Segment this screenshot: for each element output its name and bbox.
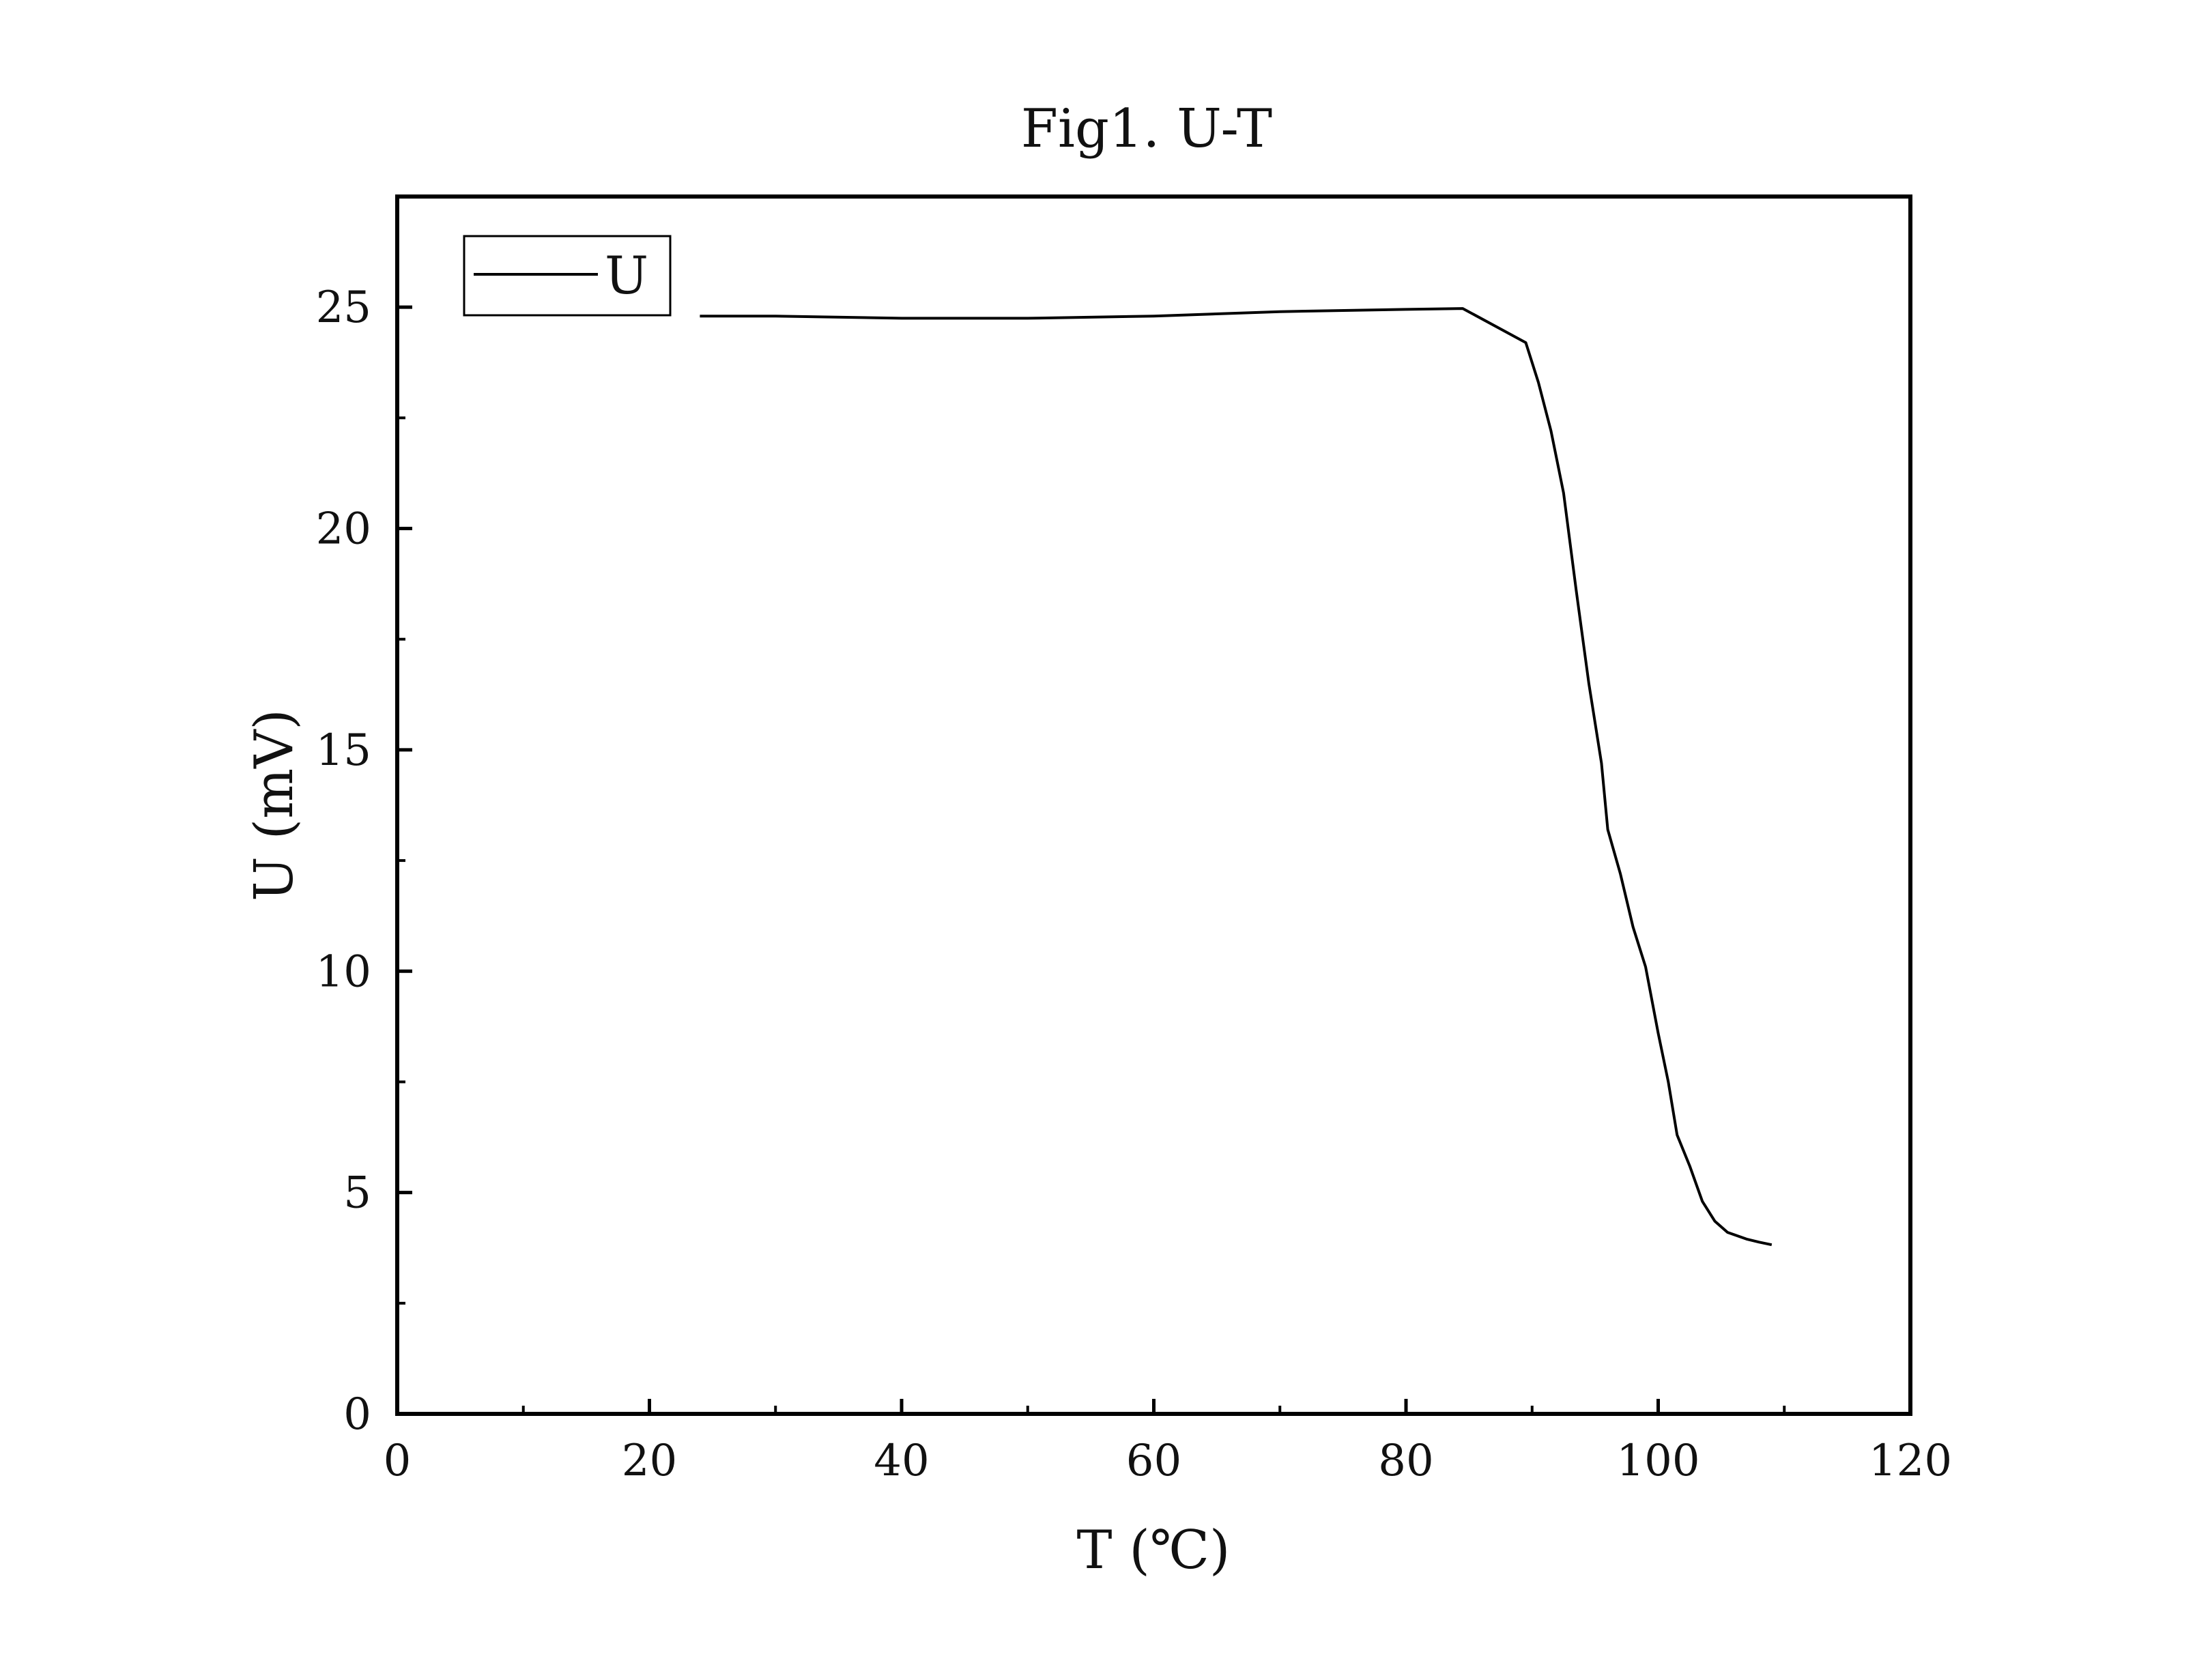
x-axis-label: T (℃): [1077, 1520, 1231, 1581]
x-tick-label: 20: [622, 1436, 677, 1486]
y-tick-label: 5: [343, 1168, 371, 1219]
legend-label: U: [605, 245, 648, 306]
x-tick-label: 40: [874, 1436, 929, 1486]
y-tick-label: 0: [343, 1389, 371, 1440]
y-tick-label: 10: [316, 946, 371, 997]
y-axis-label: U (mV): [244, 709, 305, 901]
series-line-U: [700, 307, 1773, 1247]
chart-title: Fig1. U-T: [1021, 98, 1272, 160]
x-tick-label: 100: [1616, 1436, 1699, 1486]
y-tick-label: 15: [316, 725, 371, 776]
legend: U: [463, 235, 672, 317]
plot-frame: [395, 194, 1912, 1416]
x-tick-label: 60: [1126, 1436, 1181, 1486]
ticks-layer: 0 20 40 60 80 100 120 0 5 10 15 20 25: [316, 283, 1953, 1486]
x-tick-label: 80: [1378, 1436, 1433, 1486]
x-tick-label: 0: [384, 1436, 412, 1486]
x-tick-label: 120: [1869, 1436, 1952, 1486]
y-tick-label: 20: [316, 504, 371, 555]
y-tick-label: 25: [316, 283, 371, 333]
series-layer: [700, 307, 1773, 1247]
